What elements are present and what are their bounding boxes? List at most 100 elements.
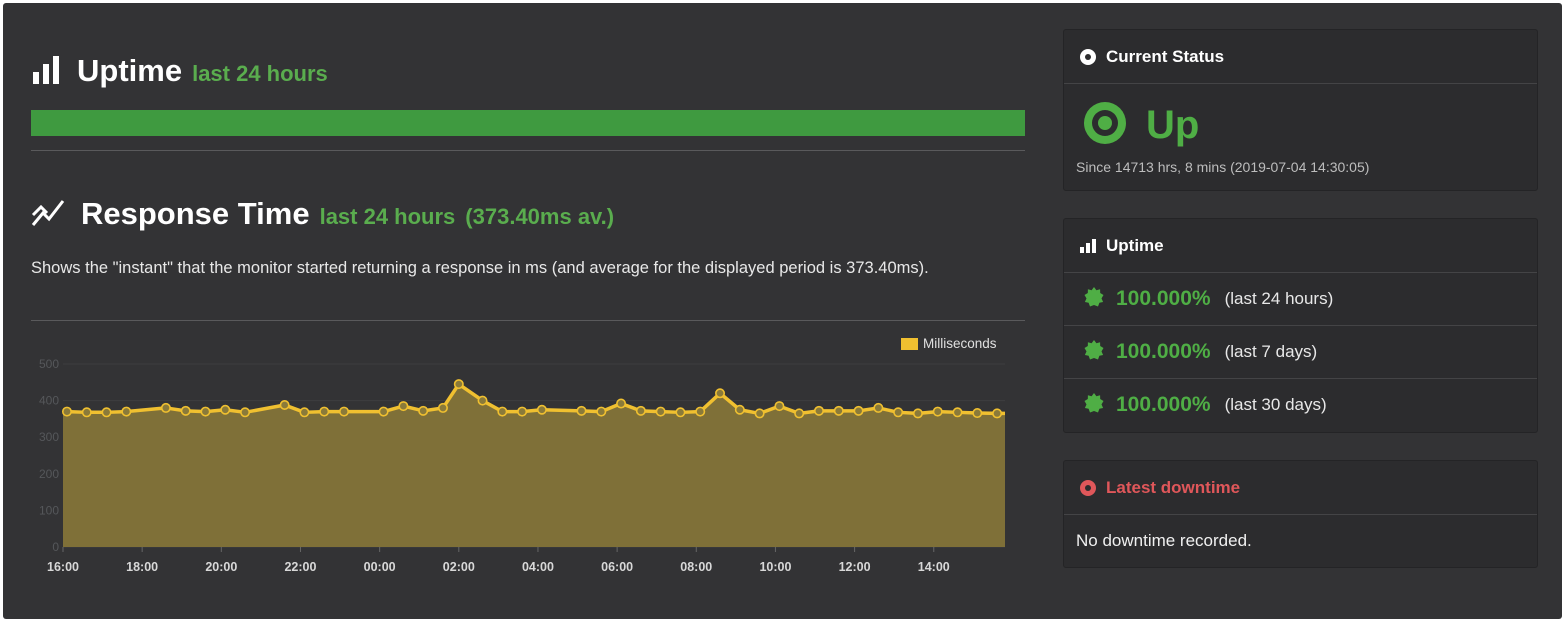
data-point (418, 405, 429, 416)
uptime-row: 100.000% (last 24 hours) (1064, 273, 1537, 326)
dot-circle-icon (1080, 479, 1096, 496)
latest-downtime-header: Latest downtime (1064, 461, 1537, 515)
y-tick-label: 400 (39, 394, 59, 408)
data-point (715, 388, 726, 399)
x-tick-label: 16:00 (47, 560, 79, 574)
badge-check-icon (1084, 286, 1104, 312)
data-point (378, 406, 389, 417)
data-point (992, 408, 1003, 419)
uptime-period: (last 7 days) (1224, 342, 1318, 361)
data-point (477, 395, 488, 406)
status-up-icon (1084, 102, 1126, 149)
current-status-header: Current Status (1064, 30, 1537, 84)
data-point (279, 399, 290, 410)
uptime-subtitle: last 24 hours (192, 61, 328, 86)
uptime-row: 100.000% (last 7 days) (1064, 326, 1537, 379)
x-tick-label: 20:00 (205, 560, 237, 574)
uptime-period: (last 24 hours) (1224, 289, 1334, 308)
uptime-period: (last 30 days) (1224, 395, 1327, 414)
data-point (754, 408, 765, 419)
current-status-panel: Current Status Up Since 14713 hrs, 8 min… (1063, 29, 1538, 191)
y-tick-label: 500 (39, 357, 59, 371)
data-point (180, 405, 191, 416)
uptime-bar (31, 110, 1025, 136)
data-point (319, 406, 330, 417)
x-tick-label: 14:00 (918, 560, 950, 574)
response-description: Shows the "instant" that the monitor sta… (31, 259, 929, 277)
y-tick-label: 200 (39, 467, 59, 481)
uptime-percentage: 100.000% (1116, 287, 1211, 310)
badge-check-icon (1084, 339, 1104, 365)
data-point (596, 406, 607, 417)
response-time-chart: 0 100 200 300 400 500 16:00 18:00 20:00 22:00 00:0… (39, 336, 1005, 574)
data-point (536, 404, 547, 415)
status-value: Up (1146, 103, 1200, 147)
main-column: Uptime last 24 hours Response Time last … (31, 3, 1025, 619)
bar-chart-icon (1080, 238, 1096, 253)
data-point (160, 402, 171, 413)
data-point (675, 407, 686, 418)
data-point (655, 406, 666, 417)
data-point (616, 398, 627, 409)
data-point (794, 408, 805, 419)
x-tick-label: 10:00 (759, 560, 791, 574)
downtime-message: No downtime recorded. (1076, 531, 1252, 550)
x-tick-label: 08:00 (680, 560, 712, 574)
data-point (972, 408, 983, 419)
divider (31, 320, 1025, 321)
legend-label: Milliseconds (923, 336, 997, 351)
y-tick-label: 100 (39, 503, 59, 517)
line-chart-icon (31, 197, 67, 232)
uptime-panel: Uptime 100.000% (last 24 hours) 100.000%… (1063, 218, 1538, 433)
data-point (893, 407, 904, 418)
latest-downtime-panel: Latest downtime No downtime recorded. (1063, 460, 1538, 568)
data-point (635, 405, 646, 416)
x-tick-label: 12:00 (839, 560, 871, 574)
data-point (517, 406, 528, 417)
latest-downtime-title: Latest downtime (1106, 477, 1241, 497)
data-point (61, 406, 72, 417)
data-point (101, 407, 112, 418)
data-point (121, 406, 132, 417)
uptime-panel-title: Uptime (1106, 235, 1164, 255)
uptime-percentage: 100.000% (1116, 393, 1211, 416)
status-since: Since 14713 hrs, 8 mins (2019-07-04 14:3… (1076, 159, 1370, 175)
y-tick-label: 0 (52, 540, 59, 554)
uptime-row: 100.000% (last 30 days) (1064, 379, 1537, 431)
data-point (774, 401, 785, 412)
data-point (952, 407, 963, 418)
data-point (437, 402, 448, 413)
response-subtitle: last 24 hours (319, 204, 456, 229)
data-point (81, 407, 92, 418)
uptime-percentage: 100.000% (1116, 340, 1211, 363)
data-point (695, 406, 706, 417)
x-tick-label: 18:00 (126, 560, 158, 574)
dashboard-frame: Uptime last 24 hours Response Time last … (3, 3, 1562, 619)
x-tick-label: 22:00 (284, 560, 316, 574)
uptime-title: Uptime (77, 53, 183, 88)
data-point (398, 401, 409, 412)
data-point (240, 407, 251, 418)
data-point (576, 405, 587, 416)
x-tick-label: 04:00 (522, 560, 554, 574)
current-status-title: Current Status (1106, 46, 1225, 66)
data-point (873, 402, 884, 413)
x-tick-label: 02:00 (443, 560, 475, 574)
data-point (339, 406, 350, 417)
x-tick-label: 00:00 (364, 560, 396, 574)
uptime-header: Uptime last 24 hours (31, 53, 328, 89)
series-line (63, 382, 1005, 416)
response-average: (373.40ms av.) (465, 204, 615, 229)
data-point (734, 404, 745, 415)
data-point (220, 404, 231, 415)
response-header: Response Time last 24 hours (373.40ms av… (31, 196, 614, 232)
divider (31, 150, 1025, 151)
x-tick-label: 06:00 (601, 560, 633, 574)
data-point (299, 407, 310, 418)
data-point (932, 406, 943, 417)
series-area (63, 384, 1005, 547)
data-point (200, 406, 211, 417)
data-point (853, 405, 864, 416)
response-title: Response Time (81, 196, 310, 231)
y-tick-label: 300 (39, 430, 59, 444)
